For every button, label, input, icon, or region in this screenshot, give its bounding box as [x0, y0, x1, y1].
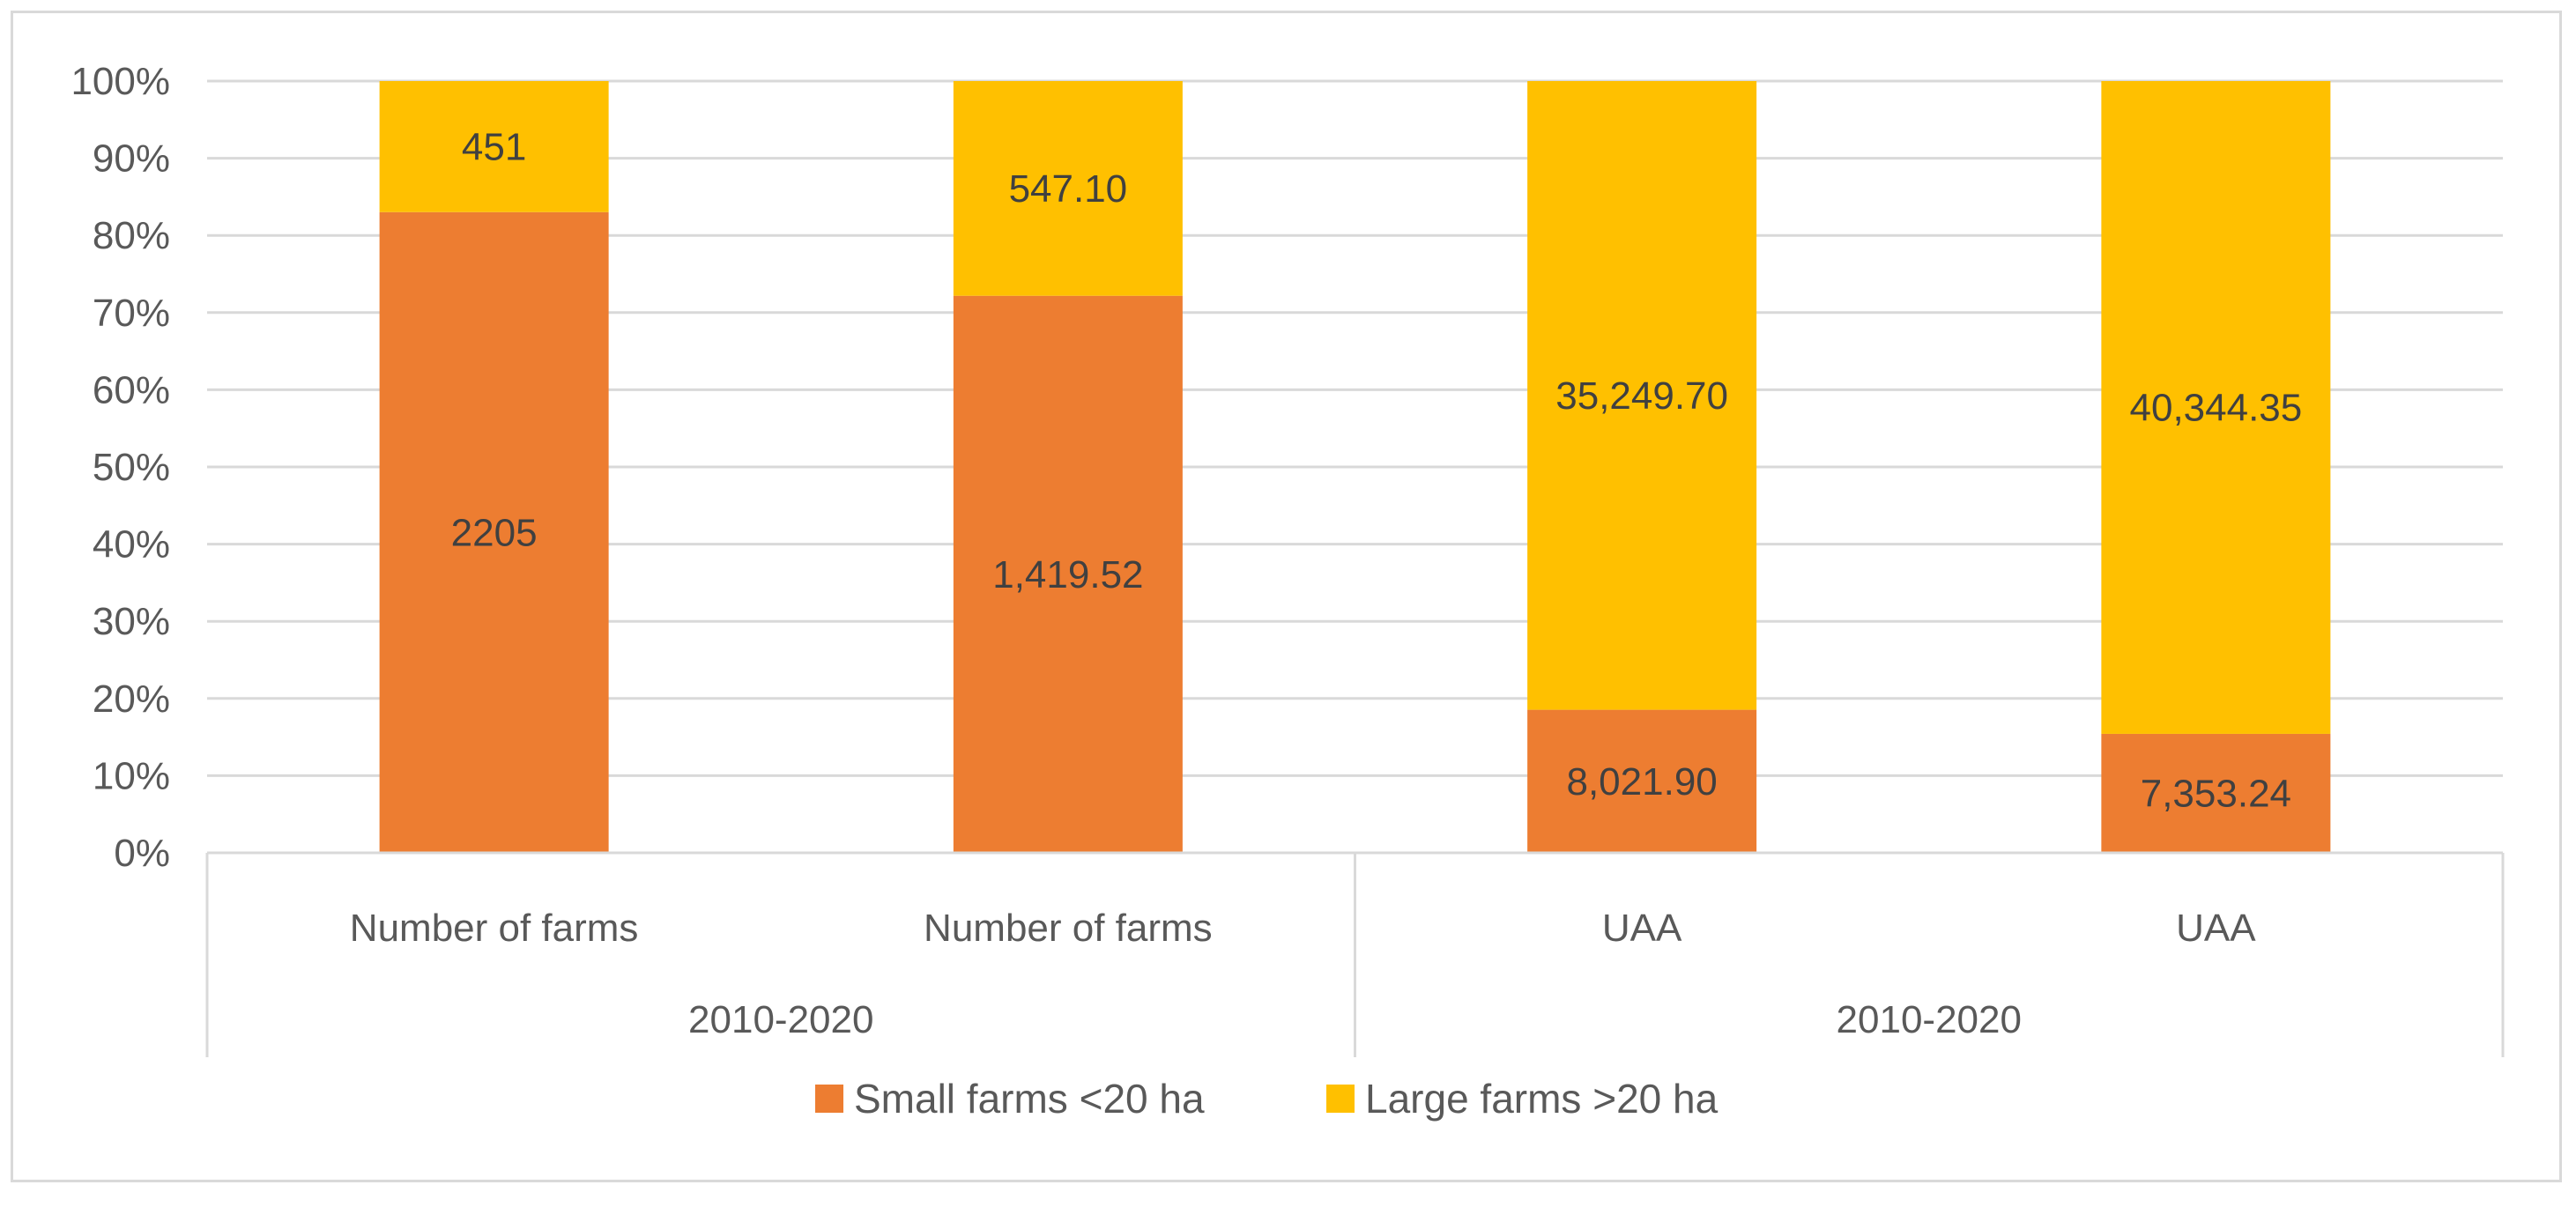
category-label: Number of farms: [350, 907, 639, 950]
legend-swatch: [815, 1085, 843, 1113]
category-label: Number of farms: [924, 907, 1213, 950]
bar-large-farms: [2101, 81, 2331, 734]
bar-large-farms: [379, 81, 609, 212]
bar-large-farms: [953, 81, 1183, 296]
y-tick-label: 70%: [93, 292, 170, 335]
y-axis-tick-labels: 0% 10% 20% 30% 40% 50% 60% 70% 80% 90% 100%: [71, 60, 170, 875]
stacked-percent-bar-chart: 0% 10% 20% 30% 40% 50% 60% 70% 80% 90% 100% 2205 45…: [71, 60, 2505, 1122]
legend-label: Small farms <20 ha: [854, 1076, 1205, 1122]
bar-small-farms: [2101, 733, 2331, 853]
category-axis: Number of farms Number of farms UAA UAA 2010…: [205, 851, 2505, 1057]
bars: [379, 81, 2331, 854]
y-tick-label: 30%: [93, 600, 170, 643]
data-label: 451: [462, 125, 526, 168]
y-tick-label: 40%: [93, 523, 170, 566]
data-label: 547.10: [1009, 167, 1128, 211]
y-tick-label: 0%: [114, 832, 170, 875]
y-tick-label: 50%: [93, 446, 170, 489]
legend-label: Large farms >20 ha: [1365, 1076, 1719, 1122]
data-label: 7,353.24: [2141, 772, 2291, 815]
group-label: 2010-2020: [1837, 998, 2022, 1041]
category-label: UAA: [2176, 907, 2256, 950]
y-tick-label: 10%: [93, 754, 170, 797]
y-tick-label: 100%: [71, 60, 170, 103]
data-label: 1,419.52: [992, 553, 1143, 596]
data-label: 35,249.70: [1555, 374, 1728, 418]
y-tick-label: 20%: [93, 678, 170, 721]
chart-frame: 0% 10% 20% 30% 40% 50% 60% 70% 80% 90% 100% 2205 45…: [11, 11, 2562, 1182]
y-tick-label: 80%: [93, 214, 170, 257]
group-label: 2010-2020: [688, 998, 873, 1041]
data-label: 8,021.90: [1566, 760, 1717, 803]
data-label: 2205: [451, 511, 538, 554]
y-tick-label: 90%: [93, 137, 170, 181]
bar-small-farms: [379, 211, 609, 854]
bar-large-farms: [1527, 81, 1757, 710]
data-label: 40,344.35: [2130, 386, 2303, 429]
y-tick-label: 60%: [93, 368, 170, 411]
bar-small-farms: [953, 295, 1183, 853]
legend: Small farms <20 ha Large farms >20 ha: [815, 1076, 1719, 1122]
category-label: UAA: [1602, 907, 1682, 950]
bar-small-farms: [1527, 709, 1757, 853]
legend-swatch: [1326, 1085, 1355, 1113]
data-labels: 2205 451 1,419.52 547.10 8,021.90 35,249.70 7,…: [451, 125, 2303, 815]
